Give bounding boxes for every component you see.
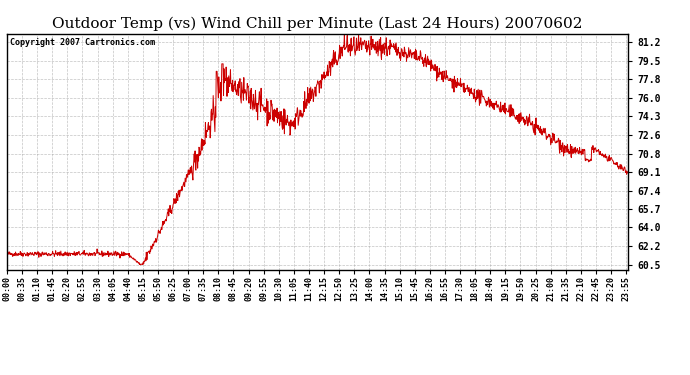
Title: Outdoor Temp (vs) Wind Chill per Minute (Last 24 Hours) 20070602: Outdoor Temp (vs) Wind Chill per Minute … (52, 17, 582, 31)
Text: Copyright 2007 Cartronics.com: Copyright 2007 Cartronics.com (10, 39, 155, 48)
